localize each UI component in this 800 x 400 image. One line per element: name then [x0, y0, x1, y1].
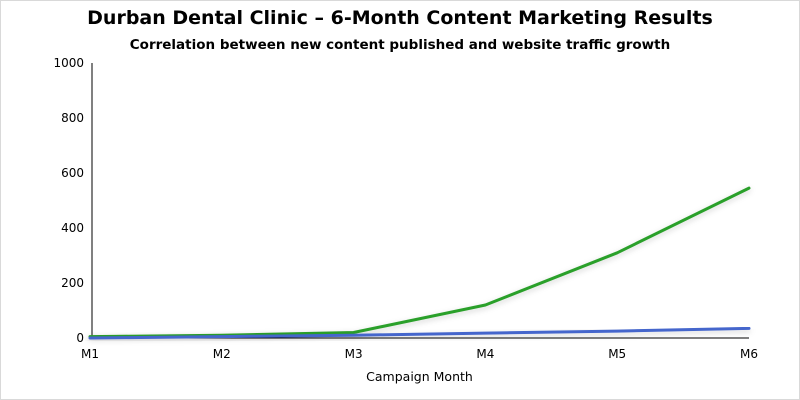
x-axis-title: Campaign Month: [366, 369, 473, 384]
x-tick-label: M2: [213, 347, 231, 361]
axes-group: [90, 63, 749, 339]
chart-subtitle: Correlation between new content publishe…: [129, 37, 671, 53]
y-tick-label: 200: [61, 276, 84, 290]
series-line-2: [88, 326, 751, 340]
series-line-1: [88, 186, 751, 339]
chart-title: Durban Dental Clinic – 6-Month Content M…: [87, 7, 713, 29]
y-tick-labels: 0 200 400 600 800 1000: [53, 56, 84, 345]
y-tick-label: 800: [61, 111, 84, 125]
x-tick-label: M4: [476, 347, 494, 361]
y-tick-label: 0: [76, 331, 84, 345]
x-tick-label: M1: [81, 347, 99, 361]
y-tick-label: 1000: [53, 56, 84, 70]
x-tick-label: M6: [740, 347, 758, 361]
x-tick-label: M5: [608, 347, 626, 361]
x-tick-label: M3: [345, 347, 363, 361]
x-tick-labels: M1 M2 M3 M4 M5 M6: [81, 347, 758, 361]
y-tick-label: 400: [61, 221, 84, 235]
series-lines: [88, 186, 751, 340]
y-tick-label: 600: [61, 166, 84, 180]
